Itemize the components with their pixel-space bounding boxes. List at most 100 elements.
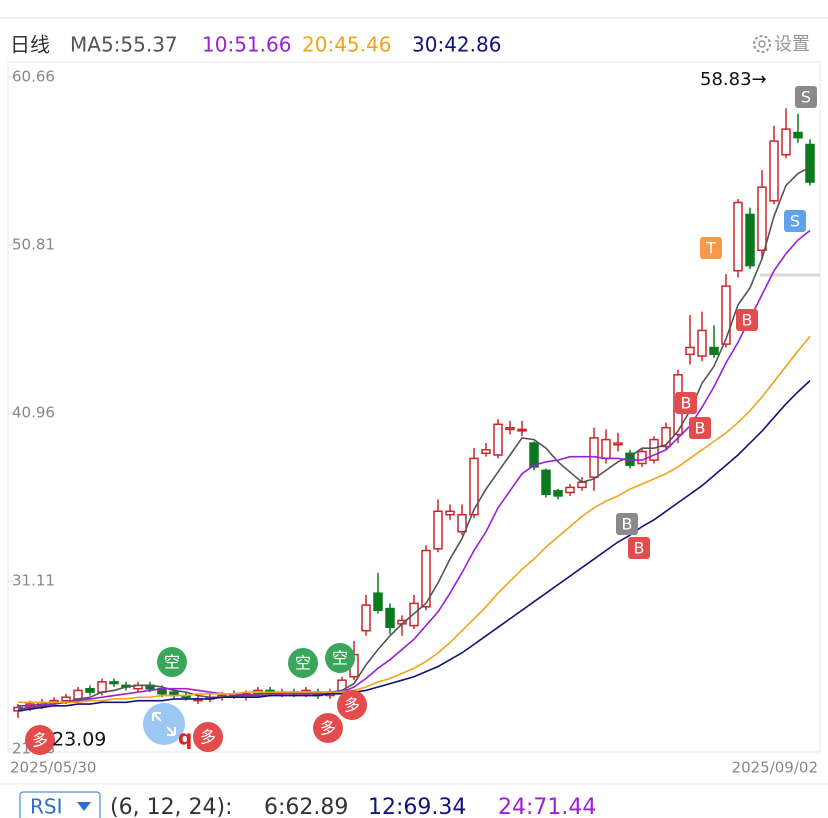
candle-body	[733, 201, 743, 272]
period-label[interactable]: 日线	[10, 33, 50, 57]
candle-body	[793, 131, 803, 139]
indicator-name: RSI	[30, 795, 63, 818]
candle-body	[493, 423, 503, 456]
candle-body	[529, 442, 539, 468]
signal-label: B	[634, 539, 645, 558]
legend-entry: 30:42.86	[412, 33, 501, 57]
signal-marker	[700, 237, 722, 259]
candle-body	[421, 549, 431, 608]
candle-body	[445, 510, 455, 516]
candle-body	[385, 607, 395, 629]
candle-body	[709, 346, 719, 356]
signal-label: 多	[32, 731, 48, 750]
candle-body	[637, 450, 647, 465]
signal-label: 多	[344, 696, 360, 715]
signal-marker	[157, 647, 187, 677]
signal-label: B	[695, 419, 706, 438]
x-tick-label: 2025/05/30	[10, 759, 96, 777]
signal-label: 多	[320, 719, 336, 738]
signal-marker	[325, 643, 355, 673]
signal-marker	[675, 392, 697, 414]
low-annotation: 23.09	[52, 729, 106, 751]
signal-label: B	[742, 311, 753, 330]
x-tick-label: 2025/09/02	[732, 759, 818, 777]
signal-marker	[628, 537, 650, 559]
signal-marker	[25, 725, 55, 755]
indicator-select[interactable]	[19, 791, 101, 818]
signal-label: S	[801, 88, 811, 107]
candle-body	[85, 687, 95, 693]
indicator-value: 12:69.34	[368, 795, 466, 818]
candle-body	[505, 426, 515, 431]
signal-label: 空	[295, 654, 311, 673]
signal-marker	[337, 690, 367, 720]
candle-body	[73, 689, 83, 700]
signal-marker	[288, 648, 318, 678]
signal-label: B	[681, 394, 692, 413]
signal-marker	[616, 513, 638, 535]
plot-frame	[7, 61, 821, 753]
candle-body	[769, 140, 779, 202]
candle-body	[685, 346, 695, 356]
y-tick-label: 50.81	[12, 235, 55, 253]
gear-icon	[753, 35, 771, 53]
candle-body	[805, 143, 815, 183]
high-annotation: 58.83→	[700, 69, 767, 90]
signal-marker	[313, 713, 343, 743]
candle-body	[649, 438, 659, 461]
candle-body	[109, 681, 119, 685]
signal-marker	[193, 722, 223, 752]
candle-body	[565, 486, 575, 494]
signal-marker	[736, 309, 758, 331]
candle-body	[781, 128, 791, 156]
signal-label: B	[622, 515, 633, 534]
legend-entry: 20:45.46	[302, 33, 391, 57]
y-tick-label: 40.96	[12, 404, 55, 422]
settings-button[interactable]: 设置	[753, 34, 810, 55]
ma-line	[18, 229, 811, 707]
candle-body	[373, 592, 383, 611]
ma-line	[17, 380, 811, 712]
signal-label: 空	[164, 653, 180, 672]
candle-body	[481, 449, 491, 455]
candle-body	[433, 510, 443, 550]
ma-line	[17, 166, 811, 710]
signal-label: 多	[200, 728, 216, 747]
q-annotation: q	[178, 726, 192, 750]
indicator-params: (6, 12, 24):	[110, 795, 233, 818]
candle-body	[745, 213, 755, 267]
indicator-value: 24:71.44	[498, 795, 596, 818]
candle-body	[661, 426, 671, 448]
signal-marker	[784, 210, 806, 232]
candle-body	[613, 442, 623, 446]
candle-body	[697, 329, 707, 357]
legend-entry: MA5:55.37	[70, 33, 178, 57]
dropdown-arrow	[77, 802, 91, 811]
gear-center	[758, 40, 766, 48]
ma-line	[18, 335, 811, 704]
legend-entry: 10:51.66	[202, 33, 291, 57]
candle-body	[61, 696, 71, 702]
candle-body	[97, 681, 107, 693]
candle-body	[553, 490, 563, 497]
signal-label: T	[705, 239, 716, 258]
settings-label: 设置	[774, 34, 810, 55]
candle-body	[757, 186, 767, 252]
candle-body	[721, 285, 731, 345]
signal-label: 空	[332, 649, 348, 668]
signal-marker	[795, 86, 817, 108]
signal-marker	[689, 417, 711, 439]
zoom-icon	[152, 712, 176, 736]
candle-body	[517, 428, 527, 432]
y-tick-label: 60.66	[12, 67, 55, 85]
candle-body	[469, 457, 479, 516]
candle-body	[541, 469, 551, 495]
indicator-value: 6:62.89	[264, 795, 348, 818]
candle-body	[601, 438, 611, 460]
y-tick-label: 31.11	[12, 572, 55, 590]
signal-label: S	[790, 212, 800, 231]
candle-body	[361, 604, 371, 632]
candle-body	[457, 513, 467, 533]
